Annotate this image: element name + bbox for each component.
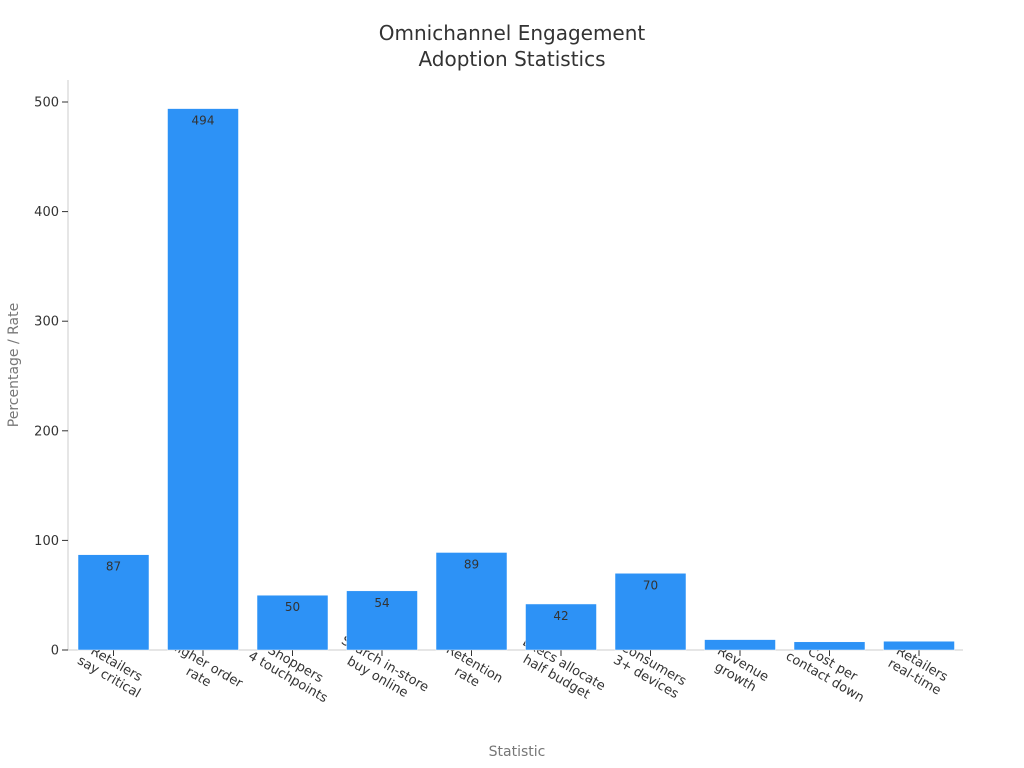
data-label: 54: [374, 596, 389, 610]
y-axis: 0 100 200 300 400 500: [34, 80, 69, 659]
data-label: 50: [285, 600, 300, 614]
bar: [793, 641, 866, 651]
data-label: 89: [464, 557, 479, 571]
data-label: 42: [553, 609, 568, 623]
bar: [346, 590, 418, 651]
data-label: 494: [192, 114, 215, 128]
bar: [614, 573, 687, 651]
bar: [883, 640, 955, 651]
y-tick-label: 200: [34, 424, 59, 439]
data-labels: 87 494 50 54 89 42 70: [106, 114, 658, 623]
y-tick-label: 400: [34, 205, 59, 220]
bar: [525, 603, 597, 651]
chart-title-line-2: Adoption Statistics: [418, 47, 605, 71]
y-tick-label: 0: [51, 644, 59, 659]
bar-series: [77, 108, 955, 651]
bar: [167, 108, 239, 651]
y-axis-title: Percentage / Rate: [6, 303, 22, 427]
x-axis-title: Statistic: [489, 744, 546, 760]
data-label: 70: [643, 578, 658, 592]
y-tick-label: 300: [34, 315, 59, 330]
chart-title-line-1: Omnichannel Engagement: [379, 21, 646, 45]
bar: [256, 594, 329, 651]
y-tick-label: 100: [34, 534, 59, 549]
y-tick-label: 500: [34, 96, 59, 111]
bar: [435, 552, 508, 651]
bar: [704, 639, 776, 651]
bar: [77, 554, 150, 651]
data-label: 87: [106, 560, 121, 574]
